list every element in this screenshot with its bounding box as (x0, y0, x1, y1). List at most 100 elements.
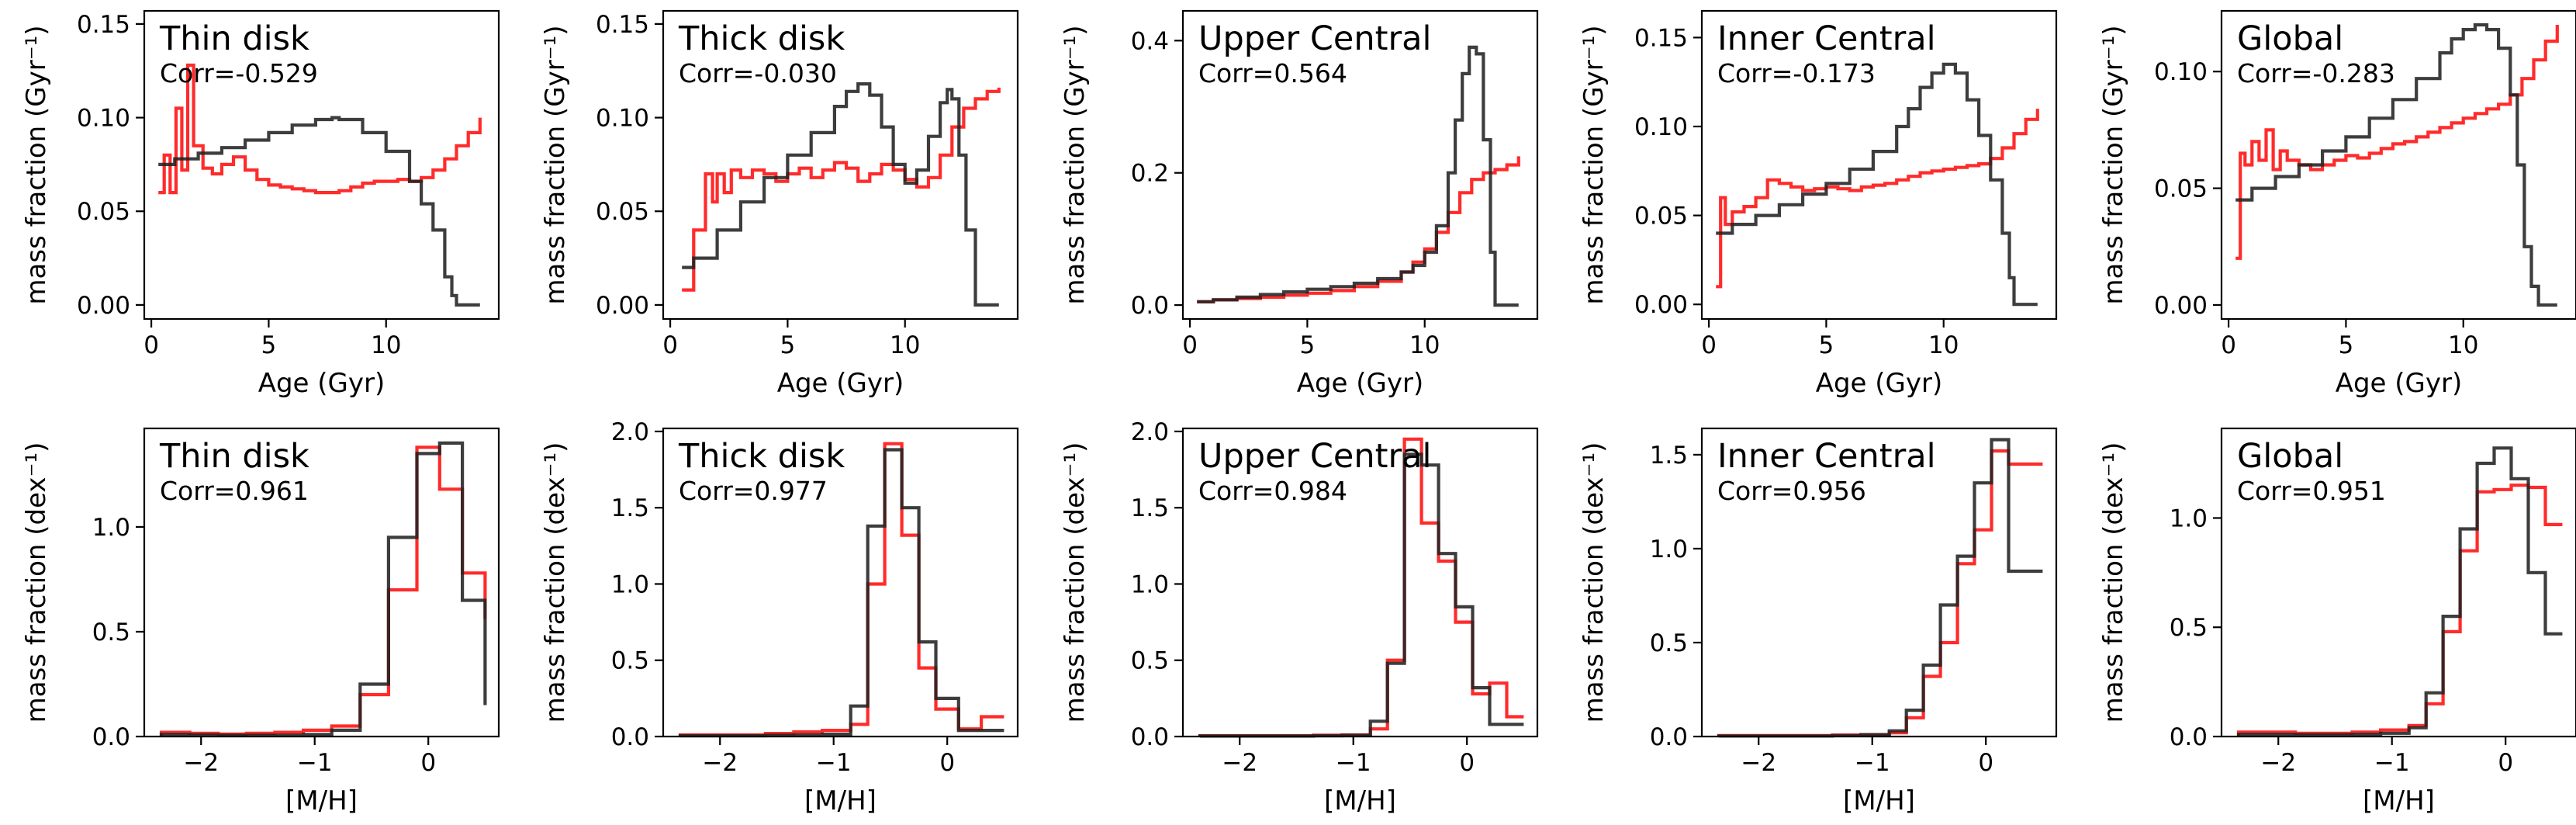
series-model (1197, 156, 1520, 303)
y-tick-label: 0.0 (1131, 723, 1169, 751)
series-model (682, 87, 1001, 292)
correlation-annotation: Corr=0.961 (160, 476, 309, 506)
x-tick-label: 0 (420, 749, 436, 777)
panel-title: Inner Central (1717, 437, 1936, 476)
axes-frame (662, 427, 1019, 738)
x-tick-label: 10 (2448, 331, 2478, 359)
panel-0-1: 0 5 10 0.00 0.05 0.10 0.15 Age (Gyr) mass fracti… (540, 9, 1019, 399)
y-tick-label: 0.15 (77, 11, 130, 39)
y-axis-label: mass fraction (Gyr⁻¹) (1578, 25, 1610, 304)
x-axis-label: Age (Gyr) (2336, 368, 2463, 399)
x-tick-label: −2 (702, 749, 738, 777)
y-tick-label: 0.15 (596, 11, 649, 39)
x-tick-label: 0 (1978, 749, 1993, 777)
x-tick-label: −2 (2260, 749, 2296, 777)
x-tick-label: 0 (939, 749, 955, 777)
panel-title: Upper Central (1198, 437, 1431, 476)
y-tick-label: 0.00 (77, 292, 130, 320)
x-tick-label: 5 (2339, 331, 2354, 359)
y-tick-label: 0.0 (1131, 292, 1169, 320)
y-tick-label: 2.0 (1131, 418, 1169, 446)
panel-1-1: −2 −1 0 0.0 0.5 1.0 1.5 2.0 [M/H] mass fraction (… (540, 418, 1019, 816)
y-tick-label: 1.5 (611, 494, 649, 522)
series-reference (158, 116, 480, 307)
axes-frame (143, 427, 500, 738)
series-reference (2236, 446, 2563, 737)
x-tick-label: 0 (1459, 749, 1475, 777)
x-tick-label: 10 (1409, 331, 1440, 359)
panel-title: Global (2237, 437, 2343, 476)
y-tick-label: 0.5 (92, 619, 130, 646)
x-axis-label: [M/H] (804, 785, 877, 816)
x-tick-label: 0 (1182, 331, 1198, 359)
series-reference (1716, 62, 2038, 307)
x-tick-label: −1 (816, 749, 852, 777)
y-tick-label: 0.05 (77, 198, 130, 226)
y-axis-label: mass fraction (Gyr⁻¹) (1060, 25, 1091, 304)
x-axis-label: [M/H] (1843, 785, 1915, 816)
y-tick-label: 0.0 (2170, 723, 2208, 751)
x-tick-label: 5 (1819, 331, 1834, 359)
panel-0-3: 0 5 10 0.00 0.05 0.10 0.15 Age (Gyr) mass fracti… (1578, 9, 2058, 399)
correlation-annotation: Corr=-0.173 (1717, 58, 1876, 88)
x-tick-label: 0 (2498, 749, 2513, 777)
y-tick-label: 0.4 (1131, 27, 1169, 55)
panel-title: Thick disk (678, 19, 845, 58)
y-axis-label: mass fraction (Gyr⁻¹) (2098, 25, 2129, 304)
series-reference (682, 82, 999, 307)
panel-title: Thick disk (678, 437, 845, 476)
y-tick-label: 0.5 (611, 647, 649, 675)
x-tick-label: −2 (1222, 749, 1257, 777)
correlation-annotation: Corr=0.984 (1198, 476, 1347, 506)
x-axis-label: [M/H] (285, 785, 358, 816)
y-tick-label: 0.0 (611, 723, 649, 751)
y-axis-label: mass fraction (Gyr⁻¹) (540, 25, 571, 304)
correlation-annotation: Corr=0.956 (1717, 476, 1866, 506)
x-tick-label: 5 (261, 331, 277, 359)
correlation-annotation: Corr=0.564 (1198, 58, 1347, 88)
y-tick-label: 0.0 (1650, 723, 1688, 751)
y-tick-label: 0.10 (596, 105, 649, 133)
y-axis-label: mass fraction (dex⁻¹) (21, 442, 52, 723)
x-tick-label: 0 (2221, 331, 2236, 359)
axes-frame (143, 9, 500, 321)
y-tick-label: 0.5 (1650, 629, 1688, 657)
y-tick-label: 0.00 (2154, 292, 2208, 320)
axes-frame (1181, 9, 1539, 321)
y-tick-label: 1.5 (1650, 442, 1688, 470)
panel-1-2: −2 −1 0 0.0 0.5 1.0 1.5 2.0 [M/H] mass fraction (… (1060, 418, 1539, 816)
correlation-annotation: Corr=-0.283 (2237, 58, 2395, 88)
correlation-annotation: Corr=0.977 (679, 476, 828, 506)
y-tick-label: 0.05 (2154, 175, 2208, 203)
axes-frame (662, 9, 1019, 321)
axes-frame (1181, 427, 1539, 738)
panel-title: Inner Central (1717, 19, 1936, 58)
y-tick-label: 0.10 (77, 105, 130, 133)
series-reference (1197, 45, 1519, 307)
y-axis-label: mass fraction (dex⁻¹) (2098, 442, 2129, 723)
panel-0-4: 0 5 10 0.00 0.05 0.10 Age (Gyr) mass fraction (… (2098, 9, 2576, 399)
x-axis-label: Age (Gyr) (777, 368, 904, 399)
axes-frame (1700, 427, 2058, 738)
panel-1-4: −2 −1 0 0.0 0.5 1.0 [M/H] mass fraction (dex⁻¹)… (2098, 427, 2576, 816)
x-axis-label: [M/H] (2363, 785, 2435, 816)
y-axis-label: mass fraction (Gyr⁻¹) (21, 25, 52, 304)
correlation-annotation: Corr=0.951 (2237, 476, 2386, 506)
panel-0-0: 0 5 10 0.00 0.05 0.10 0.15 Age (Gyr) mass fracti… (21, 9, 500, 399)
x-tick-label: −1 (297, 749, 333, 777)
x-tick-label: 0 (143, 331, 159, 359)
panel-title: Global (2237, 19, 2343, 58)
x-tick-label: −2 (183, 749, 219, 777)
panel-title: Thin disk (159, 19, 309, 58)
y-tick-label: 0.10 (1634, 113, 1688, 141)
x-axis-label: Age (Gyr) (1816, 368, 1943, 399)
y-tick-label: 0.00 (596, 292, 649, 320)
y-tick-label: 0.2 (1131, 160, 1169, 188)
correlation-annotation: Corr=-0.030 (679, 58, 837, 88)
y-tick-label: 1.0 (611, 570, 649, 598)
x-tick-label: 10 (371, 331, 401, 359)
series-reference (159, 441, 487, 737)
series-model (158, 63, 482, 195)
y-tick-label: 0.15 (1634, 24, 1688, 52)
